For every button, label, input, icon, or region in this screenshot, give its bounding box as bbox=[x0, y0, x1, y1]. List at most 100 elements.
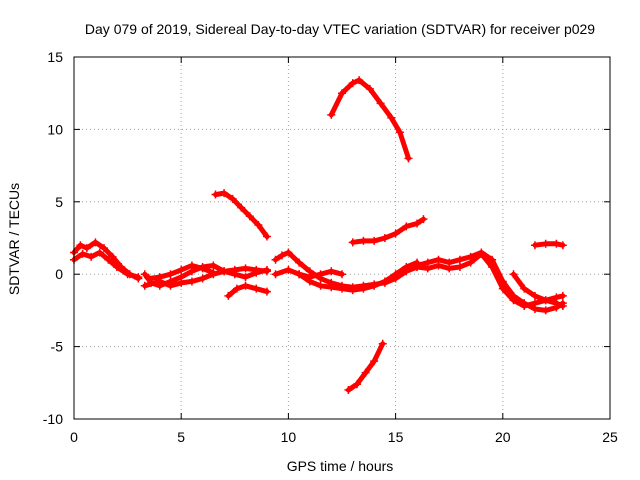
data-point bbox=[558, 291, 567, 300]
data-point bbox=[209, 268, 218, 277]
data-point bbox=[477, 249, 486, 258]
data-point bbox=[338, 270, 346, 279]
x-tick-label: 10 bbox=[281, 429, 297, 445]
data-point bbox=[541, 306, 550, 315]
data-point bbox=[376, 99, 385, 108]
data-point bbox=[177, 278, 186, 287]
data-point bbox=[95, 248, 104, 257]
data-point bbox=[355, 76, 364, 85]
data-point bbox=[520, 302, 529, 311]
x-tick-label: 25 bbox=[602, 429, 618, 445]
data-point bbox=[530, 291, 539, 300]
data-series bbox=[70, 76, 567, 395]
data-point bbox=[327, 283, 336, 292]
data-point bbox=[370, 281, 379, 290]
data-point bbox=[277, 251, 286, 260]
data-point bbox=[419, 215, 428, 224]
data-point bbox=[380, 234, 389, 242]
data-point bbox=[558, 241, 567, 250]
data-point bbox=[209, 261, 218, 270]
data-point bbox=[241, 273, 250, 282]
data-point bbox=[552, 239, 561, 248]
data-point bbox=[541, 296, 550, 305]
data-point bbox=[348, 286, 357, 295]
chart-title: Day 079 of 2019, Sidereal Day-to-day VTE… bbox=[85, 21, 595, 37]
data-point bbox=[530, 299, 539, 308]
data-point bbox=[380, 277, 389, 286]
data-point bbox=[391, 229, 400, 238]
y-tick-label: 15 bbox=[47, 49, 63, 65]
data-point bbox=[145, 274, 154, 283]
data-point bbox=[344, 386, 353, 395]
data-point bbox=[155, 273, 164, 282]
data-point bbox=[558, 302, 567, 311]
x-tick-label: 15 bbox=[388, 429, 404, 445]
data-point bbox=[284, 248, 293, 257]
data-point bbox=[455, 262, 464, 271]
data-point bbox=[271, 270, 280, 279]
data-point bbox=[353, 380, 362, 389]
series-trace-e bbox=[145, 261, 218, 283]
data-point bbox=[228, 194, 237, 203]
data-point bbox=[488, 262, 497, 271]
data-point bbox=[509, 270, 518, 279]
data-point bbox=[284, 265, 293, 274]
data-point bbox=[91, 238, 100, 247]
x-axis-label: GPS time / hours bbox=[287, 458, 394, 474]
data-point bbox=[305, 273, 314, 282]
data-point bbox=[220, 189, 229, 198]
data-point bbox=[402, 222, 411, 231]
axis-ticks: 0 5 10 15 20 25 -10 -5 0 5 10 15 bbox=[43, 49, 618, 445]
data-point bbox=[140, 270, 149, 279]
data-point bbox=[387, 113, 396, 122]
data-point bbox=[359, 236, 368, 245]
series-trace-f bbox=[224, 281, 271, 300]
data-point bbox=[295, 270, 304, 279]
series-trace-p bbox=[509, 270, 567, 311]
data-point bbox=[402, 265, 411, 274]
data-point bbox=[82, 244, 91, 253]
data-point bbox=[232, 284, 241, 293]
data-point bbox=[271, 255, 280, 264]
series-trace bbox=[345, 341, 386, 393]
data-point bbox=[108, 252, 117, 261]
data-point bbox=[252, 268, 261, 277]
series-trace bbox=[225, 283, 270, 299]
data-point bbox=[166, 270, 175, 279]
series-trace-k bbox=[327, 76, 413, 163]
data-point bbox=[100, 244, 109, 253]
data-point bbox=[220, 267, 229, 276]
data-point bbox=[316, 270, 325, 279]
data-point bbox=[198, 274, 207, 283]
data-point bbox=[361, 368, 370, 377]
y-tick-label: 0 bbox=[55, 266, 63, 282]
data-point bbox=[237, 203, 246, 212]
series-trace-l bbox=[348, 215, 428, 247]
series-trace-j bbox=[295, 267, 346, 282]
data-point bbox=[338, 89, 346, 98]
data-point bbox=[455, 255, 464, 264]
data-point bbox=[87, 252, 96, 261]
data-point bbox=[187, 261, 196, 270]
data-point bbox=[327, 267, 336, 276]
plot-frame bbox=[73, 56, 611, 420]
y-tick-label: 10 bbox=[47, 121, 63, 137]
data-point bbox=[348, 79, 357, 88]
data-point bbox=[295, 258, 304, 267]
data-point bbox=[445, 264, 454, 273]
data-point bbox=[509, 296, 518, 305]
data-point bbox=[262, 232, 271, 241]
data-point bbox=[552, 299, 561, 308]
series-trace-m bbox=[344, 339, 387, 395]
data-point bbox=[370, 236, 379, 245]
grid bbox=[74, 57, 610, 419]
data-point bbox=[241, 281, 250, 290]
data-point bbox=[177, 265, 186, 274]
data-point bbox=[262, 287, 271, 296]
data-point bbox=[140, 281, 149, 290]
y-tick-label: 5 bbox=[55, 194, 63, 210]
data-point bbox=[112, 262, 121, 271]
data-point bbox=[391, 270, 400, 279]
data-point bbox=[241, 264, 250, 273]
series-trace-q bbox=[530, 239, 567, 250]
